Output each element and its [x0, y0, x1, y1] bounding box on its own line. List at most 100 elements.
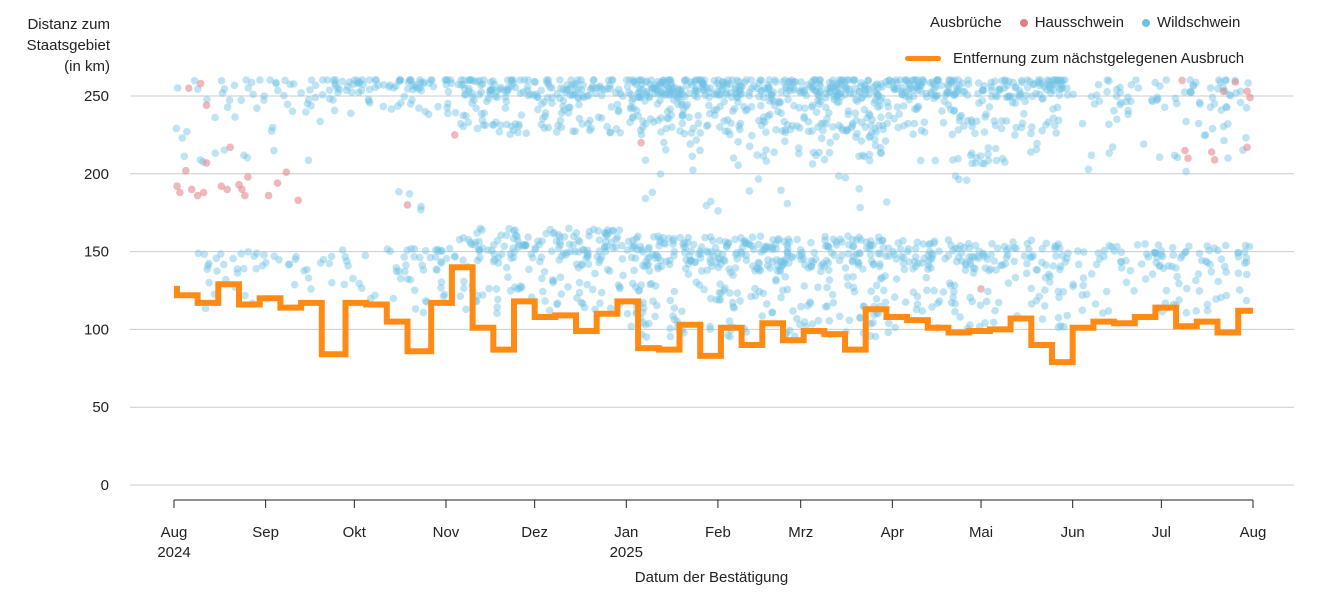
point-wildschwein: [722, 90, 730, 99]
point-wildschwein: [877, 93, 886, 102]
point-wildschwein: [686, 140, 694, 148]
legend-item-hausschwein[interactable]: Hausschwein: [1019, 14, 1124, 31]
point-wildschwein: [563, 248, 571, 257]
point-wildschwein: [893, 84, 902, 93]
point-wildschwein: [519, 88, 528, 96]
point-wildschwein: [651, 254, 660, 263]
point-wildschwein: [627, 322, 635, 331]
point-wildschwein: [1203, 242, 1212, 250]
point-wildschwein: [307, 102, 315, 110]
point-wildschwein: [812, 108, 821, 116]
point-wildschwein: [839, 126, 847, 134]
point-wildschwein: [242, 76, 250, 84]
point-wildschwein: [386, 81, 394, 89]
point-wildschwein: [727, 93, 736, 101]
point-wildschwein: [703, 84, 711, 92]
point-wildschwein: [503, 86, 512, 94]
point-wildschwein: [732, 83, 740, 91]
point-wildschwein: [694, 250, 703, 258]
point-wildschwein: [732, 250, 740, 259]
point-wildschwein: [578, 260, 586, 269]
point-wildschwein: [455, 235, 464, 244]
point-wildschwein: [260, 251, 268, 259]
point-wildschwein: [738, 82, 746, 91]
point-wildschwein: [721, 257, 729, 265]
point-wildschwein: [1048, 76, 1057, 84]
point-wildschwein: [1012, 123, 1020, 132]
legend-item-wildschwein[interactable]: Wildschwein: [1141, 14, 1240, 31]
point-wildschwein: [991, 92, 1000, 100]
point-wildschwein: [626, 118, 634, 127]
point-wildschwein: [998, 117, 1006, 125]
point-wildschwein: [906, 84, 915, 92]
point-wildschwein: [244, 84, 253, 92]
point-wildschwein: [1153, 253, 1161, 262]
point-wildschwein: [857, 82, 865, 90]
point-wildschwein: [1203, 300, 1212, 309]
point-wildschwein: [680, 248, 689, 257]
point-wildschwein: [777, 186, 785, 195]
point-wildschwein: [579, 81, 587, 89]
point-wildschwein: [800, 88, 808, 96]
point-wildschwein: [778, 127, 787, 135]
point-wildschwein: [1004, 279, 1013, 287]
point-wildschwein: [954, 76, 963, 84]
point-wildschwein: [1214, 277, 1222, 286]
point-wildschwein: [753, 151, 761, 159]
point-wildschwein: [1009, 78, 1017, 87]
point-wildschwein: [501, 93, 510, 101]
point-wildschwein: [850, 76, 859, 84]
point-wildschwein: [949, 246, 957, 255]
point-wildschwein: [434, 247, 443, 255]
point-wildschwein: [881, 272, 889, 280]
point-wildschwein: [926, 253, 935, 262]
point-wildschwein: [793, 235, 801, 244]
point-wildschwein: [786, 125, 795, 134]
point-wildschwein: [311, 81, 320, 90]
legend-line[interactable]: Entfernung zum nächstgelegenen Ausbruch: [905, 50, 1244, 67]
point-wildschwein: [1242, 258, 1251, 267]
point-hausschwein: [196, 79, 205, 88]
point-wildschwein: [926, 79, 935, 87]
point-wildschwein: [574, 248, 583, 256]
point-wildschwein: [725, 317, 734, 325]
point-wildschwein: [434, 102, 442, 111]
point-wildschwein: [548, 247, 556, 255]
point-wildschwein: [764, 81, 773, 89]
point-wildschwein: [460, 284, 468, 293]
point-wildschwein: [748, 242, 756, 250]
point-wildschwein: [812, 87, 820, 95]
point-wildschwein: [636, 76, 645, 84]
point-wildschwein: [654, 116, 662, 125]
point-wildschwein: [647, 76, 656, 84]
point-wildschwein: [631, 254, 640, 263]
point-wildschwein: [597, 288, 606, 297]
point-wildschwein: [844, 76, 852, 84]
point-wildschwein: [947, 299, 956, 307]
point-wildschwein: [790, 86, 798, 94]
point-wildschwein: [307, 285, 315, 293]
point-wildschwein: [564, 283, 572, 291]
point-wildschwein: [894, 239, 903, 247]
point-wildschwein: [253, 104, 261, 112]
point-wildschwein: [548, 93, 556, 102]
point-wildschwein: [731, 264, 740, 272]
point-wildschwein: [783, 248, 791, 256]
point-wildschwein: [1197, 256, 1206, 265]
point-wildschwein: [477, 81, 485, 89]
point-wildschwein: [583, 280, 591, 289]
point-wildschwein: [841, 83, 849, 91]
point-hausschwein: [244, 173, 252, 181]
point-wildschwein: [706, 233, 715, 241]
point-wildschwein: [836, 235, 844, 244]
point-wildschwein: [521, 241, 530, 250]
point-wildschwein: [972, 154, 981, 162]
point-wildschwein: [1173, 272, 1181, 281]
point-wildschwein: [715, 289, 724, 297]
point-wildschwein: [527, 250, 535, 258]
point-wildschwein: [1242, 253, 1251, 262]
point-wildschwein: [980, 82, 989, 90]
point-wildschwein: [589, 76, 598, 84]
point-wildschwein: [967, 116, 976, 124]
point-wildschwein: [651, 312, 659, 321]
